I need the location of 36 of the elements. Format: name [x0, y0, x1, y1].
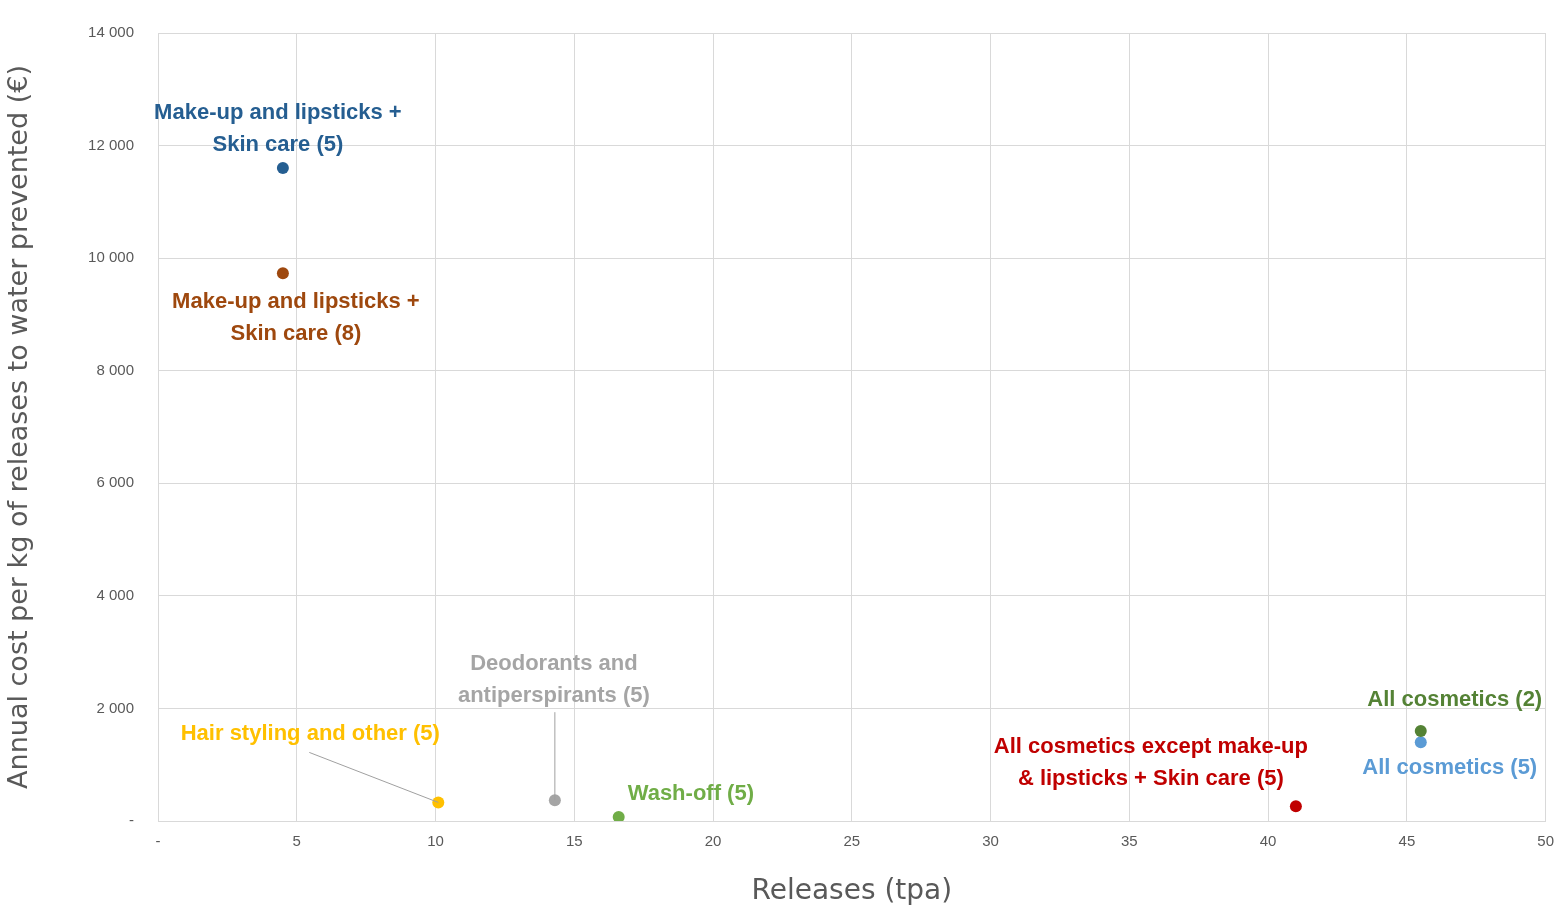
series-label: Wash-off (5)	[627, 780, 754, 806]
x-tick-label: 45	[1398, 832, 1416, 850]
point	[612, 811, 625, 821]
series-label: Make-up and lipsticks + Skin care (8)	[172, 288, 420, 346]
series-label: All cosmetics except make-up & lipsticks + Skin care (5)	[993, 733, 1308, 791]
y-tick-label: 10 000	[88, 248, 134, 266]
point	[1414, 724, 1427, 737]
x-tick-label: 10	[427, 832, 444, 850]
series-label: All cosmetics (5)	[1362, 754, 1538, 780]
point	[1289, 800, 1302, 813]
point	[432, 796, 445, 809]
text: Hair styling and other (5)	[180, 720, 440, 746]
x-tick-label: 15	[565, 832, 583, 850]
point	[276, 162, 289, 175]
x-tick-label: 35	[1121, 832, 1138, 850]
x-tick-label: -	[155, 832, 161, 850]
series-label: Make-up and lipsticks + Skin care (5)	[154, 99, 402, 157]
x-tick-label: 20	[704, 832, 722, 850]
x-tick-label: 40	[1259, 832, 1277, 850]
y-tick-label: 12 000	[88, 135, 134, 153]
text: Deodorants and antiperspirants (5)	[457, 650, 650, 708]
series-label: All cosmetics (2)	[1367, 686, 1543, 712]
y-tick-label: 2 000	[96, 698, 134, 716]
y-tick-label: 4 000	[96, 586, 134, 603]
y-tick-label: -	[129, 811, 134, 829]
y-tick-label: 8 000	[96, 360, 134, 378]
y-axis-title: Annual cost per kg of releases to water prevented (€)	[2, 65, 34, 789]
x-tick-label: 50	[1537, 832, 1554, 850]
point	[276, 267, 289, 280]
x-tick-label: 5	[292, 832, 301, 850]
x-tick-label: 25	[843, 832, 861, 850]
y-tick-label: 6 000	[96, 473, 134, 491]
point	[1414, 736, 1427, 749]
x-tick-label: 30	[982, 832, 999, 850]
x-axis-title: Releases (tpa)	[751, 873, 953, 907]
y-tick-label: 14 000	[88, 23, 134, 41]
